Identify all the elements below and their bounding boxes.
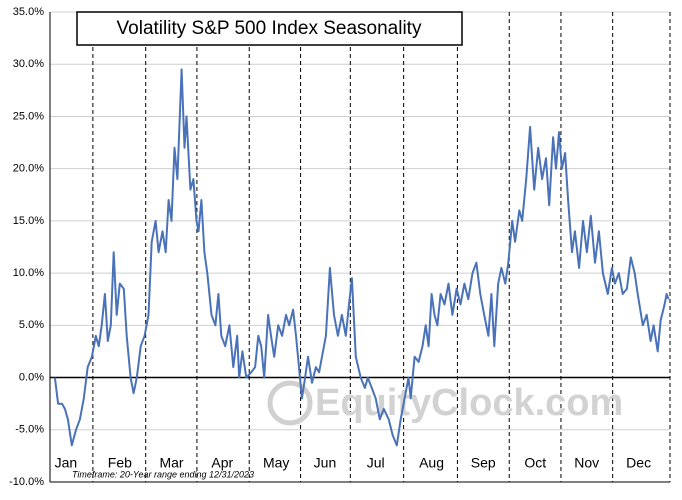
- y-tick-label: 30.0%: [13, 58, 44, 70]
- y-tick-label: 5.0%: [19, 319, 44, 331]
- y-tick-label: 20.0%: [13, 163, 44, 175]
- x-tick-label: Mar: [159, 455, 183, 471]
- x-tick-label: May: [263, 455, 289, 471]
- y-tick-label: 0.0%: [19, 371, 44, 383]
- x-tick-label: Sep: [471, 455, 496, 471]
- x-tick-label: Jan: [55, 455, 78, 471]
- x-tick-label: Jun: [314, 455, 337, 471]
- y-tick-label: 25.0%: [13, 110, 44, 122]
- watermark-logo: [267, 380, 313, 426]
- plot: [53, 68, 670, 447]
- x-tick-label: Jul: [367, 455, 385, 471]
- watermark-group: EquityClock.com: [267, 380, 623, 426]
- y-tick-label: -5.0%: [15, 424, 44, 436]
- x-tick-label: Apr: [211, 455, 233, 471]
- y-tick-label: 35.0%: [13, 6, 44, 18]
- chart-title: Volatility S&P 500 Index Seasonality: [117, 18, 422, 39]
- x-tick-label: Oct: [524, 455, 546, 471]
- y-tick-label: -10.0%: [9, 476, 44, 488]
- grid: -10.0% -5.0% 0.0% 5.0% 10.0% 15.0% 20.0% 25.0% 3…: [9, 6, 671, 488]
- y-tick-label: 15.0%: [13, 215, 44, 227]
- x-tick-label: Nov: [574, 455, 599, 471]
- x-tick-label: Feb: [108, 455, 132, 471]
- series-line: [53, 68, 670, 447]
- x-tick-label: Dec: [626, 455, 651, 471]
- y-tick-label: 10.0%: [13, 267, 44, 279]
- watermark: EquityClock.com: [315, 382, 623, 424]
- title-box: [76, 11, 463, 46]
- x-tick-label: Aug: [419, 455, 444, 471]
- footnote: Timeframe: 20-Year range ending 12/31/20…: [72, 469, 254, 479]
